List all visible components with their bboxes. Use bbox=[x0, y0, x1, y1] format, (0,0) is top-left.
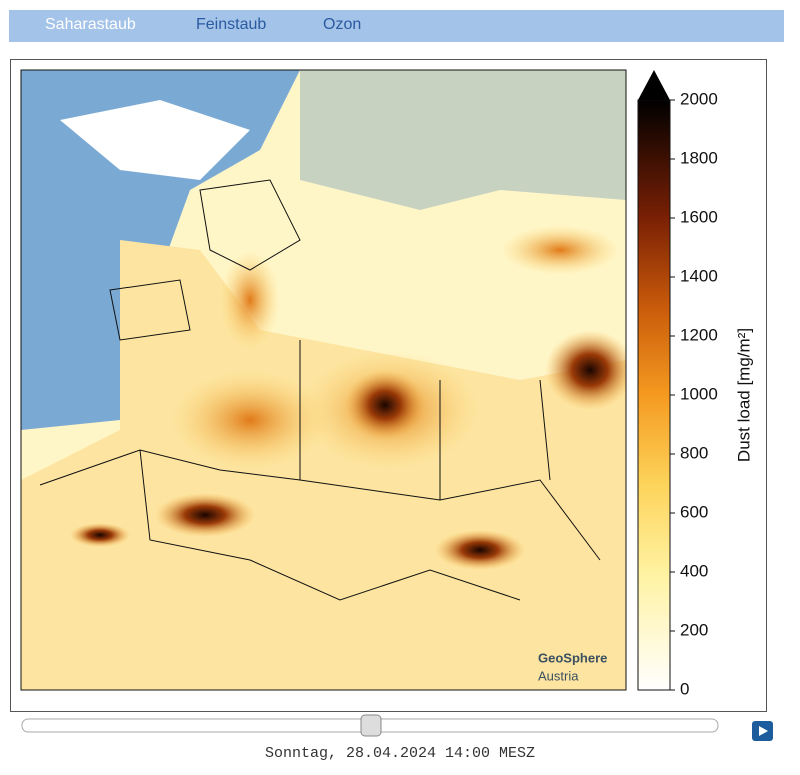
colorbar-tick-label: 2000 bbox=[680, 89, 718, 108]
play-icon[interactable] bbox=[759, 726, 768, 736]
map bbox=[21, 70, 626, 690]
map-border bbox=[20, 69, 627, 691]
colorbar-label: Dust load [mg/m²] bbox=[734, 328, 753, 462]
logo: GeoSphere Austria bbox=[538, 650, 607, 683]
nav-bar: Saharastaub Feinstaub Ozon bbox=[9, 10, 784, 42]
slider-thumb[interactable] bbox=[360, 714, 382, 737]
colorbar-tick-label: 1000 bbox=[680, 384, 718, 403]
colorbar-extend bbox=[638, 70, 670, 100]
tab[interactable]: Saharastaub bbox=[45, 16, 136, 33]
tab[interactable]: Feinstaub bbox=[196, 16, 267, 33]
colorbar-tick-label: 600 bbox=[680, 502, 708, 521]
colorbar-tick-label: 0 bbox=[680, 679, 689, 698]
colorbar-tick-label: 1400 bbox=[680, 266, 718, 285]
colorbar-tick-label: 800 bbox=[680, 443, 708, 462]
colorbar-tick-label: 200 bbox=[680, 620, 708, 639]
colorbar: Dust load [mg/m²] 0 200 400 600 800 1000 1200 1… bbox=[637, 70, 753, 698]
figure-frame bbox=[10, 59, 767, 712]
colorbar-tick-label: 1800 bbox=[680, 148, 718, 167]
logo-sub: Austria bbox=[538, 668, 579, 683]
colorbar-tick-label: 1600 bbox=[680, 207, 718, 226]
colorbar-scale bbox=[637, 99, 671, 691]
colorbar-tick-label: 400 bbox=[680, 561, 708, 580]
timestamp: Sonntag, 28.04.2024 14:00 MESZ bbox=[264, 745, 536, 762]
logo-name: GeoSphere bbox=[538, 650, 607, 665]
time-slider[interactable] bbox=[21, 714, 719, 737]
tab[interactable]: Ozon bbox=[323, 16, 362, 33]
colorbar-tick-label: 1200 bbox=[680, 325, 718, 344]
play-button[interactable] bbox=[752, 721, 773, 741]
